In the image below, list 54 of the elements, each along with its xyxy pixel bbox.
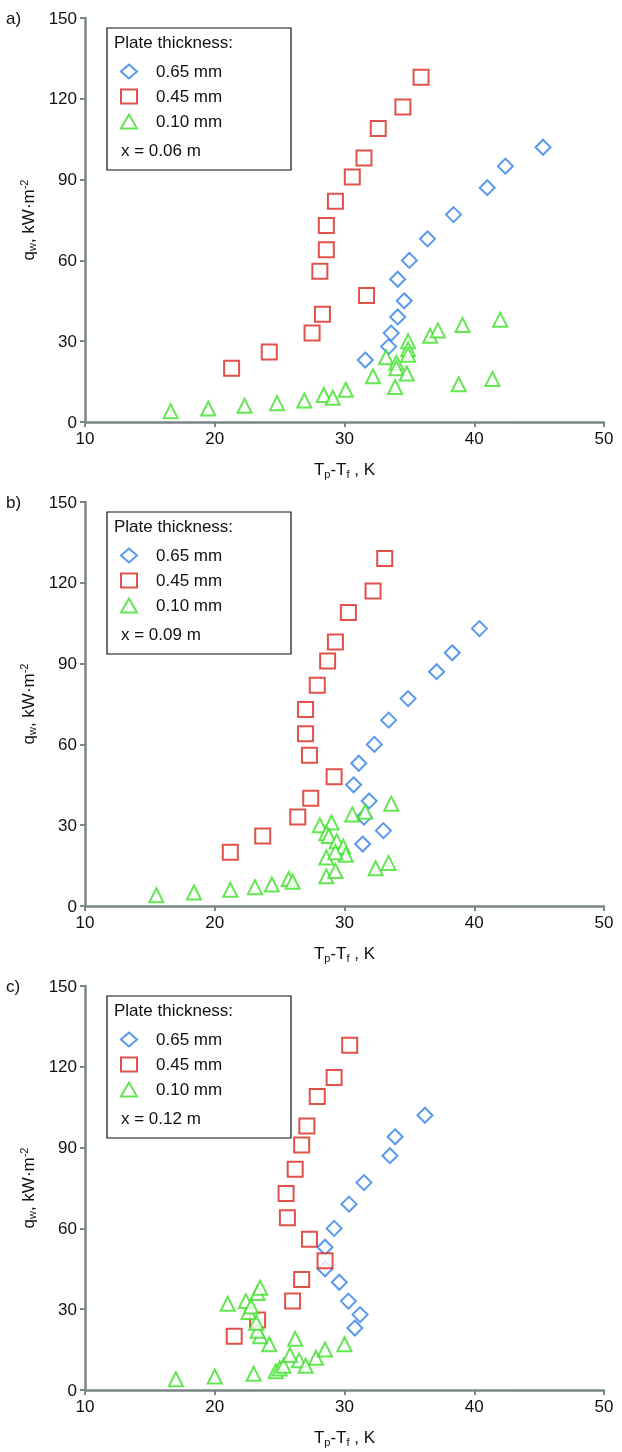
y-tick-label: 90 — [58, 170, 77, 190]
y-tick-label: 60 — [58, 250, 77, 270]
x-tick-label: 20 — [205, 429, 225, 448]
x-tick-label: 40 — [464, 913, 484, 932]
annotation: x = 0.09 m — [121, 625, 201, 644]
y-tick-label: 150 — [48, 8, 77, 28]
legend-label: 0.45 mm — [156, 1055, 223, 1074]
y-tick-label: 90 — [58, 654, 77, 674]
x-tick-label: 50 — [594, 429, 614, 448]
y-tick-label: 120 — [48, 89, 77, 109]
x-tick-label: 30 — [335, 429, 354, 448]
y-tick-label: 120 — [48, 1057, 77, 1077]
y-tick-label: 0 — [67, 1380, 77, 1400]
x-tick-label: 40 — [464, 429, 484, 448]
legend-title: Plate thickness: — [114, 1001, 234, 1020]
y-tick-label: 60 — [58, 1218, 77, 1238]
annotation: x = 0.12 m — [121, 1109, 201, 1128]
chart-title: a) — [6, 9, 22, 28]
legend-label: 0.10 mm — [156, 596, 223, 615]
x-tick-label: 50 — [594, 1397, 614, 1416]
y-tick-label: 150 — [48, 492, 77, 512]
y-tick-label: 90 — [58, 1138, 77, 1158]
annotation: x = 0.06 m — [121, 141, 201, 160]
x-tick-label: 40 — [464, 1397, 484, 1416]
x-tick-label: 10 — [75, 429, 95, 448]
x-tick-label: 30 — [335, 1397, 354, 1416]
legend-title: Plate thickness: — [114, 517, 234, 536]
legend-label: 0.65 mm — [156, 546, 223, 565]
legend-label: 0.10 mm — [156, 112, 223, 131]
chart-title: b) — [6, 493, 22, 512]
x-tick-label: 20 — [205, 1397, 225, 1416]
legend-label: 0.65 mm — [156, 62, 223, 81]
x-tick-label: 10 — [75, 913, 95, 932]
x-tick-label: 10 — [75, 1397, 95, 1416]
y-tick-label: 30 — [58, 331, 77, 351]
y-tick-label: 30 — [58, 815, 77, 835]
chart-title: c) — [6, 977, 21, 996]
y-axis-title: qw, kW·m-2 — [18, 663, 39, 745]
x-tick-label: 50 — [594, 913, 614, 932]
legend-label: 0.45 mm — [156, 571, 223, 590]
y-tick-label: 30 — [58, 1299, 77, 1319]
legend-label: 0.65 mm — [156, 1030, 223, 1049]
x-tick-label: 30 — [335, 913, 354, 932]
legend-label: 0.45 mm — [156, 87, 223, 106]
y-tick-label: 0 — [67, 412, 77, 432]
y-axis-title: qw, kW·m-2 — [18, 179, 39, 261]
legend-title: Plate thickness: — [114, 33, 234, 52]
y-tick-label: 0 — [67, 896, 77, 916]
y-tick-label: 60 — [58, 734, 77, 754]
y-tick-label: 150 — [48, 976, 77, 996]
legend-label: 0.10 mm — [156, 1080, 223, 1099]
x-tick-label: 20 — [205, 913, 225, 932]
y-axis-title: qw, kW·m-2 — [18, 1147, 39, 1229]
y-tick-label: 120 — [48, 573, 77, 593]
